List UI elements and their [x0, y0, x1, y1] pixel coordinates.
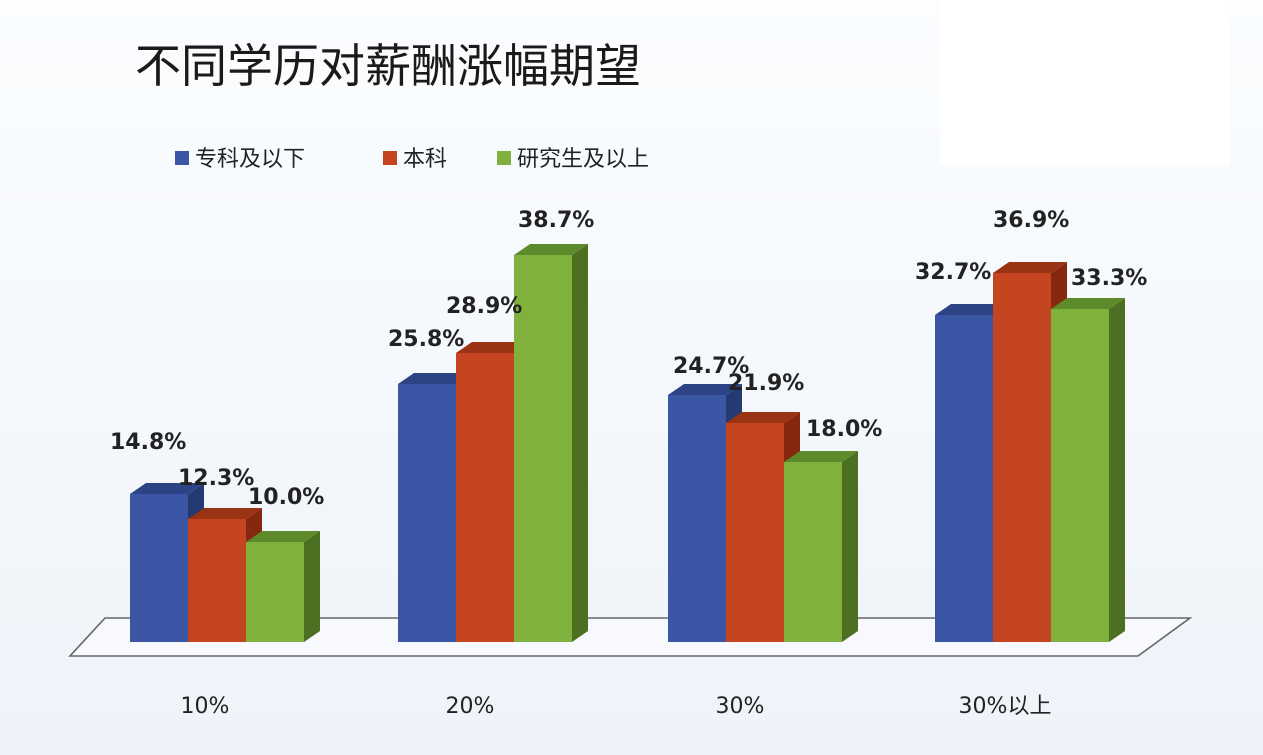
data-label: 14.8%: [110, 430, 186, 455]
chart-title: 不同学历对薪酬涨幅期望: [135, 39, 641, 93]
legend: 专科及以下 本科 研究生及以上: [175, 147, 649, 172]
data-label: 32.7%: [915, 260, 991, 285]
bar-side: [572, 244, 588, 642]
bar: [1051, 298, 1125, 642]
blank-panel: [940, 0, 1230, 165]
bar-front: [993, 273, 1051, 642]
bar-top: [993, 262, 1067, 273]
bars-layer: [130, 244, 1125, 642]
x-axis-labels: 10% 20% 30% 30%以上: [181, 694, 1052, 719]
legend-swatch: [497, 151, 511, 165]
bar-front: [188, 519, 246, 642]
x-tick-label: 10%: [181, 694, 230, 719]
bar-top: [398, 373, 472, 384]
bar: [514, 244, 588, 642]
x-tick-label: 20%: [446, 694, 495, 719]
data-label: 24.7%: [673, 354, 749, 379]
bar-front: [514, 255, 572, 642]
bar-front: [935, 315, 993, 642]
x-tick-label: 30%以上: [959, 694, 1052, 719]
bar-top: [130, 483, 204, 494]
data-label: 38.7%: [518, 208, 594, 233]
data-label: 36.9%: [993, 208, 1069, 233]
x-tick-label: 30%: [716, 694, 765, 719]
bar-top: [784, 451, 858, 462]
chart-floor: [68, 617, 1193, 657]
chart-floor-plane: [68, 617, 1193, 657]
bar-side: [304, 531, 320, 642]
bar-front: [726, 423, 784, 642]
bar-side: [842, 451, 858, 642]
data-label: 33.3%: [1071, 266, 1147, 291]
bar-top: [935, 304, 1009, 315]
legend-label: 研究生及以上: [517, 147, 649, 172]
bar: [784, 451, 858, 642]
data-labels-layer: 14.8% 12.3%10.0% 25.8% 28.9% 38.7% 24.7%21.9%…: [110, 208, 1147, 510]
data-label: 18.0%: [806, 417, 882, 442]
bar-top: [246, 531, 320, 542]
bar: [246, 531, 320, 642]
legend-swatch: [175, 151, 189, 165]
bar-front: [246, 542, 304, 642]
bar-front: [784, 462, 842, 642]
bar-side: [1109, 298, 1125, 642]
bar-front: [1051, 309, 1109, 642]
data-label: 28.9%: [446, 294, 522, 319]
data-label: 25.8%: [388, 327, 464, 352]
bar-top: [188, 508, 262, 519]
legend-swatch: [383, 151, 397, 165]
bar-top: [1051, 298, 1125, 309]
data-label: 10.0%: [248, 485, 324, 510]
data-label: 12.3%: [178, 466, 254, 491]
bar-top: [514, 244, 588, 255]
bar-top: [726, 412, 800, 423]
legend-label: 本科: [403, 147, 447, 172]
bar-front: [398, 384, 456, 642]
legend-label: 专科及以下: [195, 147, 305, 172]
bar-top: [668, 384, 742, 395]
bar-front: [130, 494, 188, 642]
bar-front: [456, 353, 514, 642]
data-label: 21.9%: [728, 371, 804, 396]
bar-front: [668, 395, 726, 642]
bar-top: [456, 342, 530, 353]
